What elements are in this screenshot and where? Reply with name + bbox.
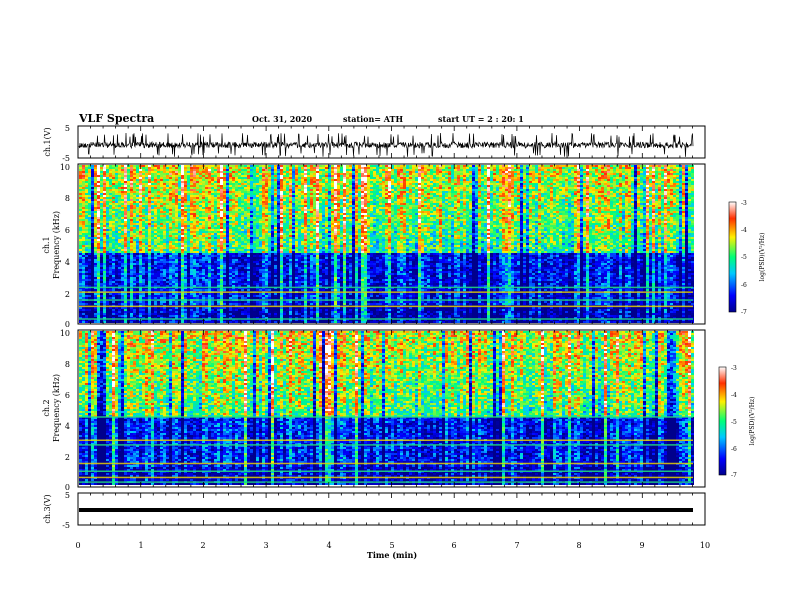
spectral-band-line xyxy=(79,470,693,472)
ch1-spectrogram-image xyxy=(79,165,694,323)
cb2-tick-m7: -7 xyxy=(731,472,737,479)
start-ut-label: start UT = 2 : 20: 1 xyxy=(438,114,524,124)
ch1-spectrogram-panel: 10 8 6 4 2 0 ch.1 Frequency (kHz) xyxy=(42,163,706,329)
xtick-10: 10 xyxy=(700,541,710,550)
spec2-ytick-8: 8 xyxy=(65,360,70,369)
cb2-label: log(PSD)(V²/Hz) xyxy=(749,397,756,446)
spec2-ytick-4: 4 xyxy=(65,422,70,431)
spec1-ytick-8: 8 xyxy=(65,194,70,203)
spectral-band-line xyxy=(79,305,693,308)
ch2-spectrogram-image xyxy=(79,331,694,485)
ch3-wave-ylabel: ch.3(V) xyxy=(43,494,52,523)
spectral-band-line xyxy=(79,318,693,320)
spec2-channel-label: ch.2 xyxy=(42,399,51,416)
spec2-ytick-0: 0 xyxy=(65,483,70,492)
spectral-band-line xyxy=(79,444,693,446)
axis-tick-marks xyxy=(77,126,706,525)
spectral-band-line xyxy=(79,476,693,479)
spec2-ytick-10: 10 xyxy=(60,329,70,338)
spec1-ytick-4: 4 xyxy=(65,258,70,267)
spectral-band-line xyxy=(79,291,693,293)
x-axis-label: Time (min) xyxy=(367,550,417,560)
ch1-waveform-line xyxy=(78,132,694,157)
x-axis: 0 1 2 3 4 5 6 7 8 9 10 Time (min) xyxy=(75,541,710,560)
spectral-band-line xyxy=(79,481,693,483)
cb1-tick-m7: -7 xyxy=(741,309,747,316)
figure-title: VLF Spectra xyxy=(78,112,154,125)
date-label: Oct. 31, 2020 xyxy=(252,114,313,124)
colorbar-ch1: -3 -4 -5 -6 -7 log(PSD)(V²/Hz) xyxy=(728,200,766,316)
xtick-0: 0 xyxy=(75,541,80,550)
spec2-ytick-2: 2 xyxy=(65,453,70,462)
ch1-ytick-top: 5 xyxy=(65,124,70,133)
ch3-waveform-line xyxy=(79,508,693,512)
xtick-8: 8 xyxy=(576,541,581,550)
ch1-wave-ylabel: ch.1(V) xyxy=(43,127,52,156)
spec2-ytick-6: 6 xyxy=(65,391,70,400)
spec1-channel-label: ch.1 xyxy=(42,236,51,253)
spec1-ytick-2: 2 xyxy=(65,290,70,299)
spec1-ytick-10: 10 xyxy=(60,163,70,172)
xtick-6: 6 xyxy=(451,541,456,550)
spec1-ytick-0: 0 xyxy=(65,320,70,329)
spec1-ylabel: Frequency (kHz) xyxy=(52,211,61,279)
cb1-tick-m3: -3 xyxy=(741,200,747,207)
xtick-3: 3 xyxy=(263,541,268,550)
cb1-tick-m4: -4 xyxy=(741,227,747,234)
ch1-ytick-bottom: -5 xyxy=(62,154,70,163)
colorbar-ch2: -3 -4 -5 -6 -7 log(PSD)(V²/Hz) xyxy=(718,365,756,479)
cb2-tick-m4: -4 xyxy=(731,392,737,399)
ch1-waveform-panel: 5 -5 ch.1(V) xyxy=(43,124,706,163)
spectral-band-line xyxy=(79,439,693,441)
xtick-4: 4 xyxy=(326,541,331,550)
station-label: station= ATH xyxy=(343,114,403,124)
spectral-band-line xyxy=(79,462,693,465)
spectral-band-line xyxy=(79,416,693,418)
cb2-tick-m6: -6 xyxy=(731,446,737,453)
ch2-spectrogram-panel: 10 8 6 4 2 0 ch.2 Frequency (kHz) xyxy=(42,329,706,492)
spectral-band-line xyxy=(79,286,693,289)
spec1-ytick-6: 6 xyxy=(65,226,70,235)
spectral-band-line xyxy=(79,299,693,301)
xtick-1: 1 xyxy=(138,541,143,550)
xtick-9: 9 xyxy=(639,541,644,550)
ch3-ytick-bottom: -5 xyxy=(62,521,70,530)
cb1-label: log(PSD)(V²/Hz) xyxy=(759,233,766,282)
cb2-tick-m3: -3 xyxy=(731,365,737,372)
spec2-ylabel: Frequency (kHz) xyxy=(52,374,61,442)
xtick-7: 7 xyxy=(514,541,519,550)
ch3-ytick-top: 5 xyxy=(65,491,70,500)
xtick-2: 2 xyxy=(200,541,205,550)
cb1-tick-m6: -6 xyxy=(741,282,747,289)
xtick-5: 5 xyxy=(389,541,394,550)
cb1-tick-m5: -5 xyxy=(741,254,747,261)
ch3-waveform-panel: 5 -5 ch.3(V) xyxy=(43,491,706,530)
cb2-tick-m5: -5 xyxy=(731,419,737,426)
